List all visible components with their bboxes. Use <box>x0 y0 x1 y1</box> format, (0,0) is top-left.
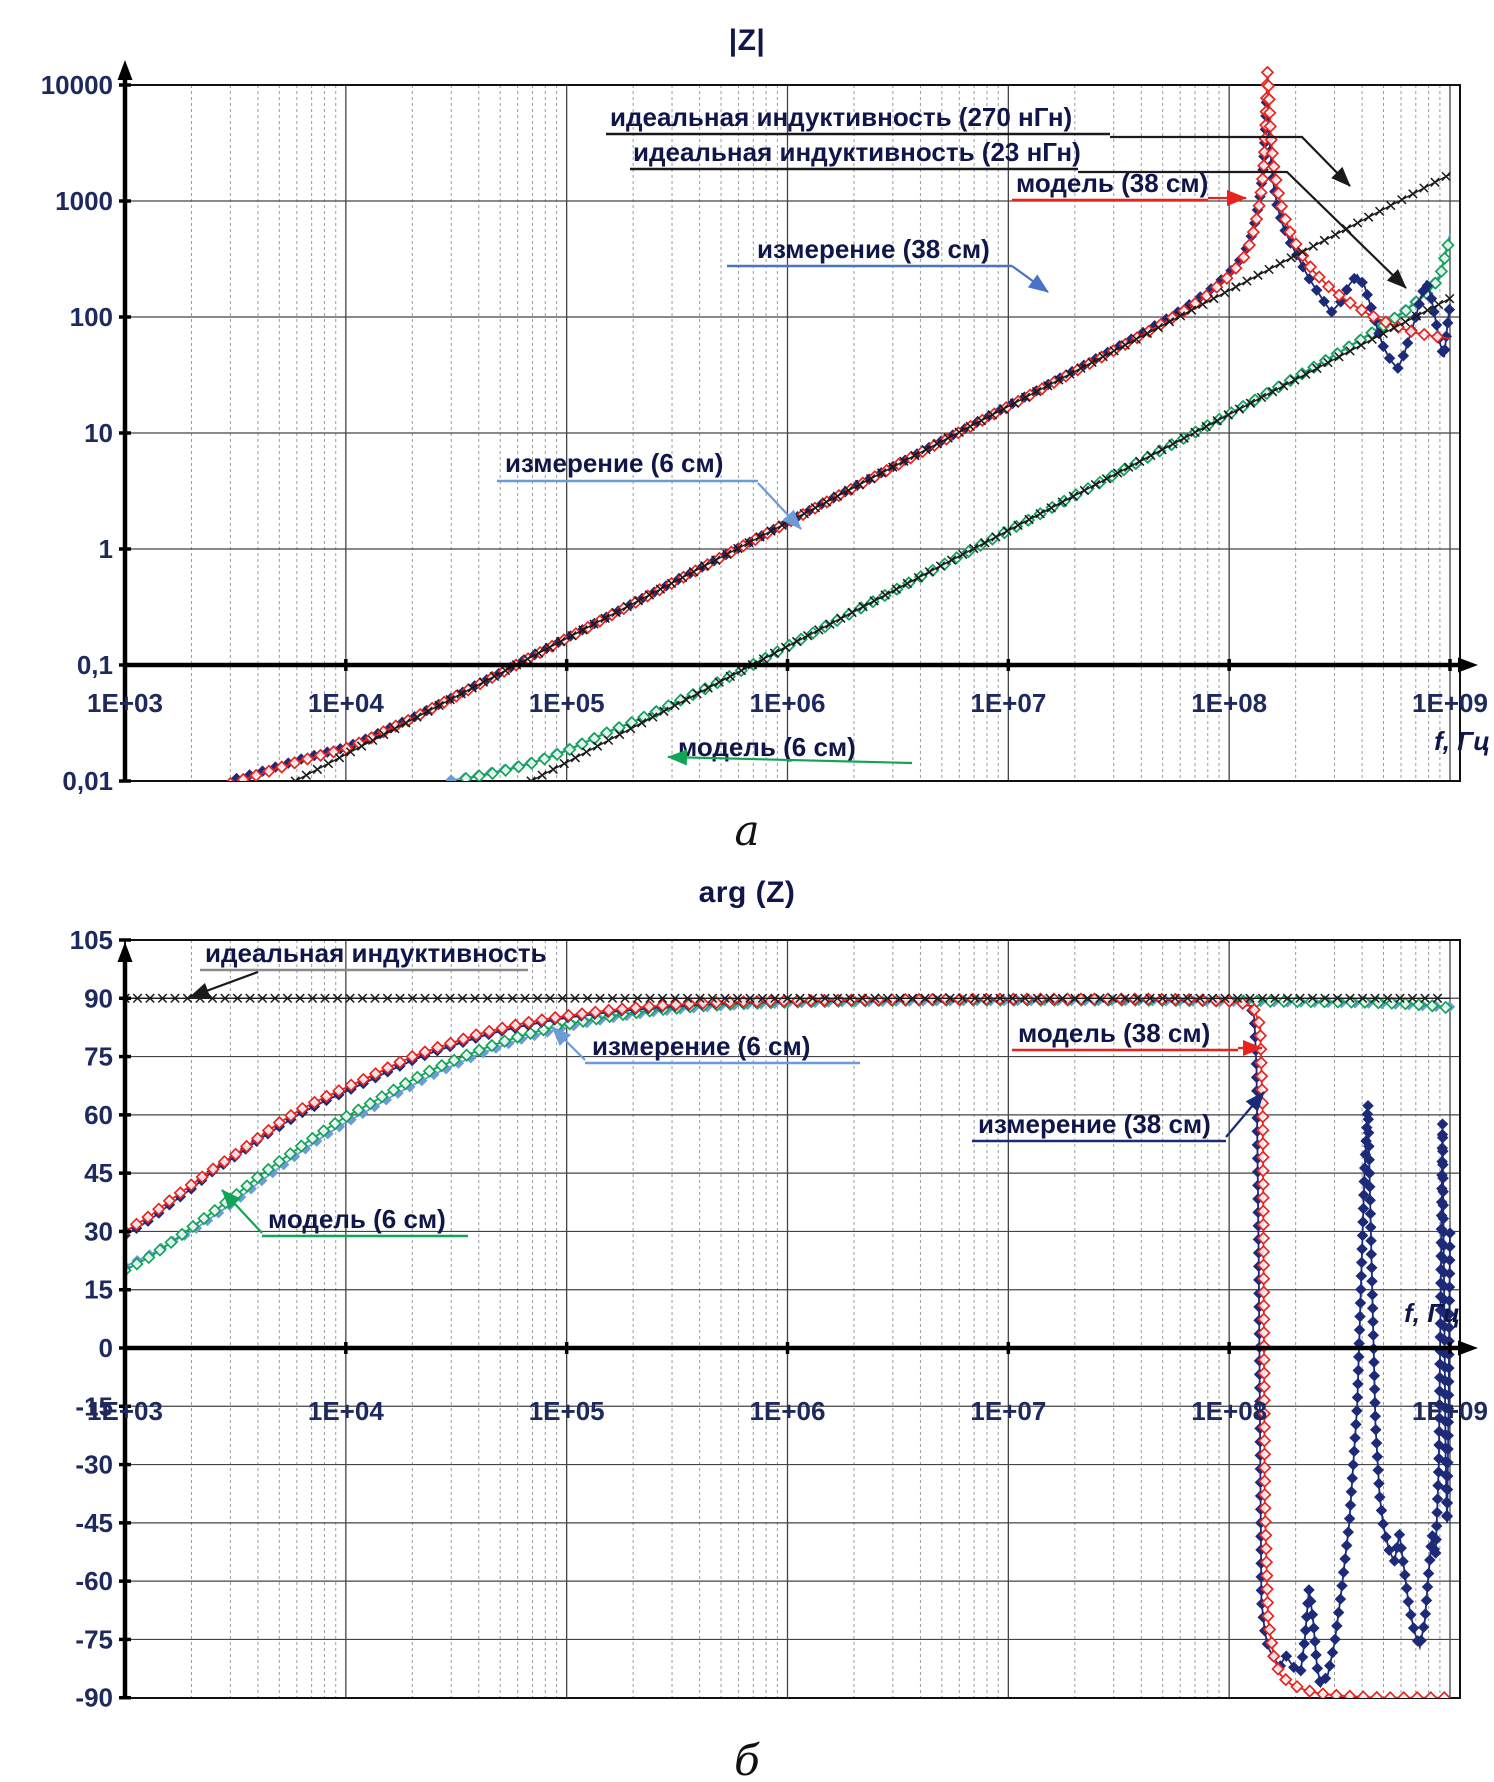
y-tick-label: 10000 <box>41 70 113 100</box>
ann-ideal-23-text: идеальная индуктивность (23 нГн) <box>633 137 1081 167</box>
x-tick-label: 1E+07 <box>970 1396 1046 1426</box>
x-tick-label: 1E+07 <box>970 688 1046 718</box>
subfigure-b-caption: б <box>734 1736 760 1782</box>
ann-model-6-b-text: модель (6 см) <box>268 1204 446 1234</box>
y-tick-label: 105 <box>70 925 113 955</box>
ann-ideal-270: идеальная индуктивность (270 нГн) <box>606 102 1351 187</box>
y-tick-label: -15 <box>75 1391 113 1421</box>
y-tick-label: 100 <box>70 302 113 332</box>
y-tick-label: 1 <box>99 534 113 564</box>
y-tick-label: 0 <box>99 1333 113 1363</box>
x-tick-label: 1E+09 <box>1412 1396 1488 1426</box>
y-tick-label: 0,1 <box>77 650 113 680</box>
x-tick-label: 1E+03 <box>87 688 163 718</box>
x-tick-label: 1E+05 <box>529 1396 605 1426</box>
axes-magnitude-chart <box>117 60 1478 783</box>
ann-model-6: модель (6 см) <box>667 732 913 766</box>
magnitude-chart: 1E+03 1E+04 1E+05 1E+06 1E+07 1E+08 1E+0910000… <box>41 60 1490 796</box>
x-axis-label: f, Гц <box>1404 1298 1460 1328</box>
axes-phase-chart <box>117 938 1478 1700</box>
x-tick-label: 1E+08 <box>1191 1396 1267 1426</box>
ann-izmerenie-38-b: измерение (38 см) <box>972 1091 1265 1143</box>
y-tick-label: 60 <box>84 1100 113 1130</box>
y-tick-label: 75 <box>84 1042 113 1072</box>
ann-model-38: модель (38 см) <box>1012 168 1247 206</box>
series-model-6 <box>459 236 1455 781</box>
x-tick-label: 1E+06 <box>750 688 826 718</box>
y-tick-label: 0,01 <box>62 766 113 796</box>
ann-model-6-b: модель (6 см) <box>221 1189 468 1238</box>
x-tick-label: 1E+08 <box>1191 688 1267 718</box>
x-tick-label: 1E+05 <box>529 688 605 718</box>
y-tick-label: -75 <box>75 1624 113 1654</box>
ann-ideal-270-text: идеальная индуктивность (270 нГн) <box>610 102 1072 132</box>
phase-chart: 1E+03 1E+04 1E+05 1E+06 1E+07 1E+08 1E+09 105 90… <box>70 925 1488 1713</box>
x-tick-label: 1E+06 <box>750 1396 826 1426</box>
x-tick-label: 1E+04 <box>308 688 384 718</box>
y-tick-label: 90 <box>84 983 113 1013</box>
ann-izmerenie-38-b-text: измерение (38 см) <box>978 1109 1211 1139</box>
ann-model-38-text: модель (38 см) <box>1016 168 1208 198</box>
phase-chart-title: arg (Z) <box>698 876 796 909</box>
x-axis-label: f, Гц <box>1434 726 1490 756</box>
tick-labels-phase-chart: 1E+03 1E+04 1E+05 1E+06 1E+07 1E+08 1E+09 105 90… <box>70 925 1488 1713</box>
y-tick-label: -90 <box>75 1683 113 1713</box>
ann-ideal-23: идеальная индуктивность (23 нГн) <box>630 137 1407 289</box>
magnitude-chart-title: |Z| <box>728 24 766 57</box>
series-izmerenie-38 <box>230 91 1456 781</box>
y-tick-label: 30 <box>84 1216 113 1246</box>
subfigure-a-caption: а <box>734 806 760 855</box>
ann-izmerenie-6-b: измерение (6 см) <box>551 1026 860 1065</box>
y-tick-label: -30 <box>75 1450 113 1480</box>
ann-izmerenie-6-text: измерение (6 см) <box>505 448 723 478</box>
x-tick-label: 1E+04 <box>308 1396 384 1426</box>
ann-model-38-b: модель (38 см) <box>1012 1018 1263 1056</box>
y-tick-label: -45 <box>75 1508 113 1538</box>
ann-izmerenie-38-text: измерение (38 см) <box>757 234 990 264</box>
ann-ideal-b: идеальная индуктивность <box>189 938 547 999</box>
series-ideal-b <box>125 993 1450 1004</box>
series-magnitude-chart <box>226 65 1456 781</box>
ann-ideal-b-text: идеальная индуктивность <box>205 938 547 968</box>
series-ideal-270 <box>290 171 1451 781</box>
series-model-38 <box>226 65 1451 781</box>
ann-izmerenie-6: измерение (6 см) <box>497 448 802 530</box>
y-tick-label: 1000 <box>55 186 113 216</box>
series-phase-chart <box>125 992 1456 1698</box>
y-tick-label: 15 <box>84 1275 113 1305</box>
series-ideal-23 <box>526 293 1455 781</box>
y-tick-label: -60 <box>75 1566 113 1596</box>
annotations-magnitude-chart: идеальная индуктивность (270 нГн) идеальн… <box>497 102 1407 766</box>
ann-izmerenie-6-b-text: измерение (6 см) <box>592 1031 810 1061</box>
ann-model-38-b-text: модель (38 см) <box>1018 1018 1210 1048</box>
x-tick-label: 1E+03 <box>87 1396 163 1426</box>
tick-labels-magnitude-chart: 1E+03 1E+04 1E+05 1E+06 1E+07 1E+08 1E+0910000… <box>41 70 1490 796</box>
annotations-phase-chart: идеальная индуктивность измерение (6 см) м… <box>189 938 1265 1238</box>
y-tick-label: 10 <box>84 418 113 448</box>
grid-phase-chart <box>124 939 1461 1699</box>
ann-izmerenie-38: измерение (38 см) <box>727 234 1049 293</box>
y-tick-label: 45 <box>84 1158 113 1188</box>
x-tick-label: 1E+09 <box>1412 688 1488 718</box>
